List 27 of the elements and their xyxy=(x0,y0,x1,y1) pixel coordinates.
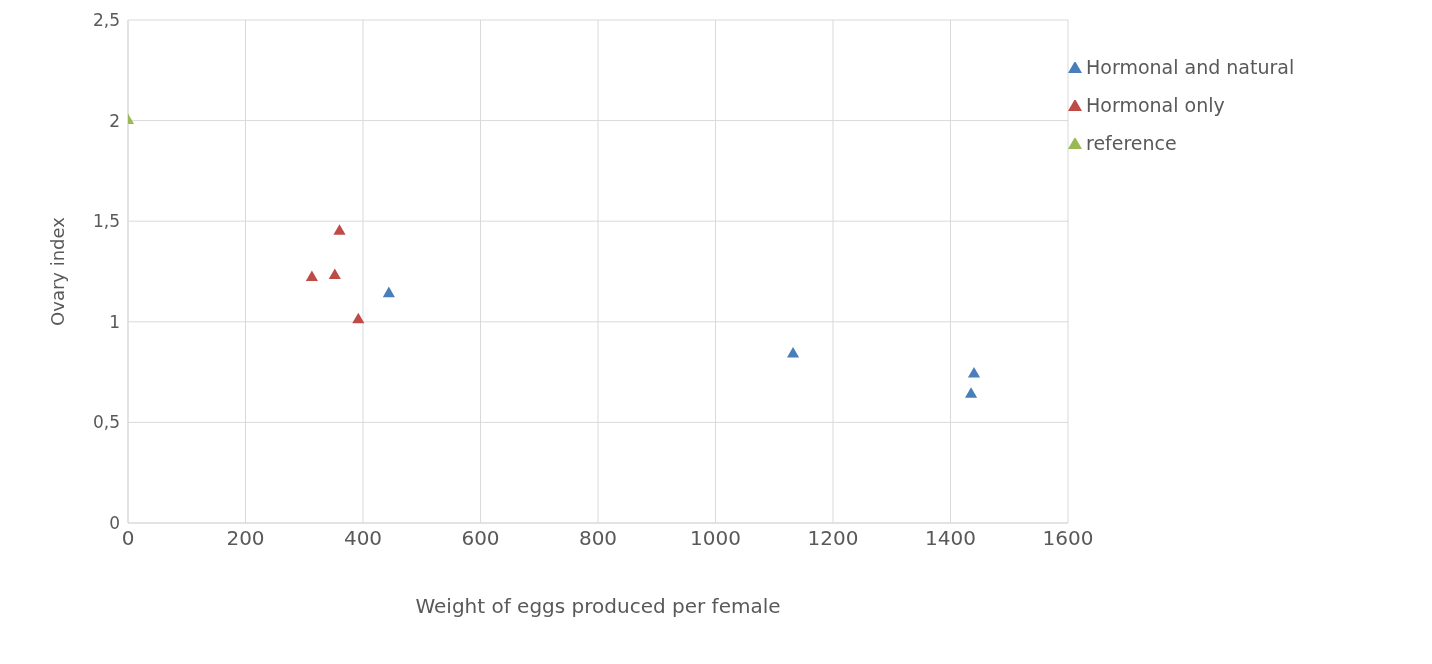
point xyxy=(352,312,365,324)
legend-label: Hormonal and natural xyxy=(1086,56,1295,78)
point xyxy=(305,270,318,282)
x-tick-label: 1200 xyxy=(807,526,859,551)
y-tick-label: 0 xyxy=(109,513,120,534)
y-axis-title: Ovary index xyxy=(47,216,69,326)
x-tick-label: 1600 xyxy=(1042,526,1094,551)
x-tick-label: 1400 xyxy=(925,526,976,551)
y-tick-label: 0,5 xyxy=(92,412,120,433)
y-tick-label: 1,5 xyxy=(92,211,120,232)
x-tick-label: 600 xyxy=(461,526,500,551)
point xyxy=(786,346,800,358)
point xyxy=(964,387,978,398)
legend-label: Hormonal only xyxy=(1086,94,1225,116)
x-axis-title: Weight of eggs produced per female xyxy=(415,594,781,618)
legend-label: reference xyxy=(1086,132,1177,154)
x-tick-label: 800 xyxy=(578,526,618,551)
point xyxy=(967,367,981,378)
point xyxy=(333,224,346,235)
x-tick-label: 400 xyxy=(343,526,383,551)
point xyxy=(328,268,341,280)
y-tick-label: 2,5 xyxy=(92,10,120,31)
x-tick-label: 200 xyxy=(226,526,265,551)
y-tick-label: 2 xyxy=(109,110,120,131)
y-tick-label: 1 xyxy=(109,311,120,332)
x-tick-label: 1000 xyxy=(690,526,741,551)
point xyxy=(382,286,395,298)
